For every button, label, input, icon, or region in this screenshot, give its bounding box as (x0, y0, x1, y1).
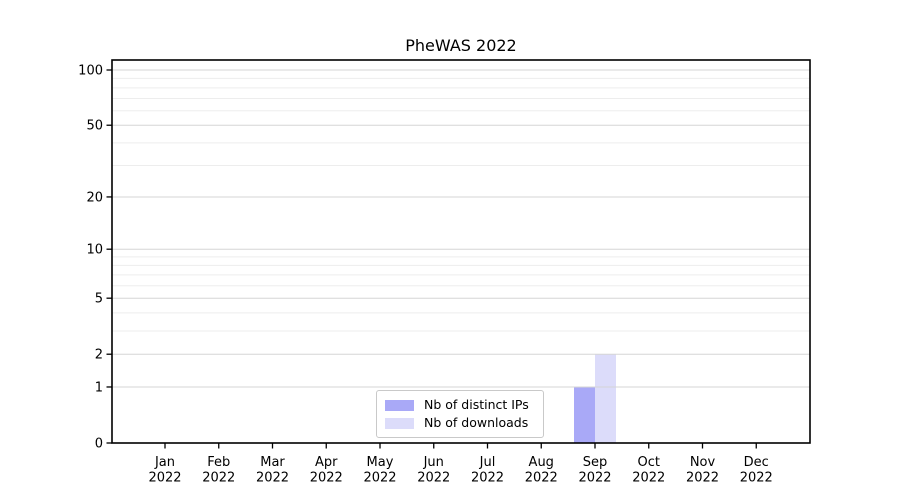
y-tick-label: 0 (95, 437, 103, 452)
x-tick-label-year: 2022 (740, 471, 773, 486)
x-tick-label-month: Jul (479, 455, 496, 470)
legend-label-distinct-ips: Nb of distinct IPs (424, 397, 529, 412)
legend-label-downloads: Nb of downloads (424, 415, 529, 430)
x-tick-label-year: 2022 (202, 471, 235, 486)
x-tick-label-month: Jan (154, 455, 175, 470)
legend-item-distinct-ips: Nb of distinct IPs (385, 396, 533, 414)
x-tick-label-year: 2022 (417, 471, 450, 486)
legend-swatch-distinct-ips (385, 399, 414, 411)
x-tick-label-month: Mar (260, 455, 285, 470)
plot-border (111, 59, 811, 444)
x-tick-label-month: Aug (529, 455, 554, 470)
x-tick-label-year: 2022 (686, 471, 719, 486)
x-tick-label-month: Feb (207, 455, 230, 470)
x-tick-label-month: Apr (315, 455, 338, 470)
chart-title: PheWAS 2022 (405, 36, 516, 55)
x-tick-label-month: Sep (583, 455, 608, 470)
y-tick-label: 10 (86, 243, 103, 258)
y-tick-label: 5 (95, 292, 103, 307)
legend-swatch-downloads (385, 417, 414, 429)
x-tick-label-year: 2022 (148, 471, 181, 486)
y-tick-label: 20 (86, 190, 103, 205)
x-tick-label-year: 2022 (256, 471, 289, 486)
x-tick-label-year: 2022 (632, 471, 665, 486)
x-tick-label-year: 2022 (363, 471, 396, 486)
legend-item-downloads: Nb of downloads (385, 414, 533, 432)
x-tick-label-month: Dec (744, 455, 769, 470)
x-tick-label-year: 2022 (578, 471, 611, 486)
y-tick-label: 100 (78, 64, 103, 79)
x-tick-label-month: May (367, 455, 394, 470)
x-tick-label-month: Oct (638, 455, 660, 470)
legend: Nb of distinct IPs Nb of downloads (376, 390, 544, 438)
x-tick-label-month: Jun (423, 455, 444, 470)
bar (574, 386, 595, 443)
y-tick-label: 50 (86, 119, 103, 134)
y-tick-label: 1 (95, 380, 103, 395)
y-tick-label: 2 (95, 348, 103, 363)
x-tick-label-year: 2022 (471, 471, 504, 486)
x-tick-label-month: Nov (690, 455, 716, 470)
x-tick-label-year: 2022 (525, 471, 558, 486)
bar (595, 354, 616, 443)
x-tick-label-year: 2022 (310, 471, 343, 486)
